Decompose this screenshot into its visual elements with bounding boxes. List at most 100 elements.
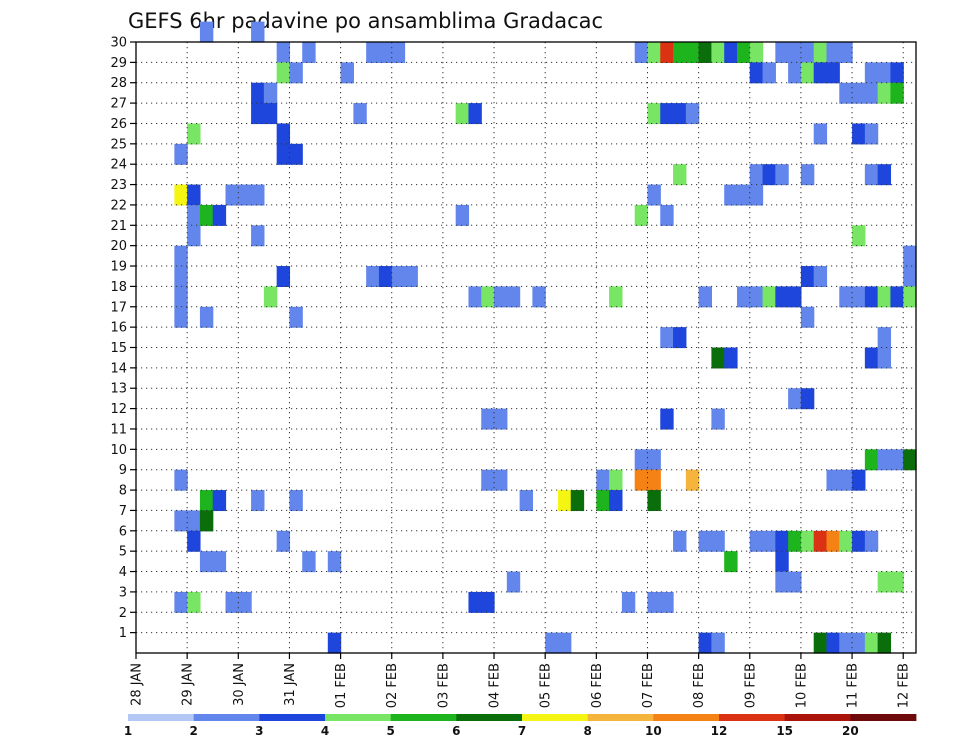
precip-cell [813, 632, 828, 654]
precip-cell [494, 469, 508, 491]
precip-cell [199, 306, 214, 328]
precip-cell [647, 42, 661, 63]
x-tick-label: 08 FEB [692, 663, 707, 708]
y-tick-label: 5 [119, 545, 127, 560]
precip-cell [634, 469, 649, 491]
legend-label: 15 [776, 724, 793, 738]
precip-cell [852, 82, 866, 104]
precip-cell [864, 82, 879, 104]
precip-cell [852, 530, 866, 552]
precip-cell [391, 42, 406, 63]
precip-cell [890, 571, 904, 593]
precip-cell [276, 530, 291, 552]
precip-cell [174, 266, 188, 287]
precip-cell [877, 449, 892, 471]
precip-cell [673, 103, 687, 125]
precip-cell [481, 408, 495, 430]
precip-cell [890, 82, 904, 104]
legend-label: 8 [583, 724, 591, 738]
precip-cell [238, 184, 252, 206]
y-tick-label: 11 [110, 422, 127, 437]
precip-cell [800, 42, 815, 63]
legend-label: 6 [452, 724, 460, 738]
precip-cell [826, 42, 840, 63]
precip-cell [660, 42, 674, 63]
y-tick-label: 22 [110, 198, 127, 213]
precip-cell [174, 286, 188, 308]
precip-cell [711, 42, 725, 63]
legend-swatch [653, 714, 720, 721]
precip-cell [302, 551, 316, 573]
legend-label: 12 [711, 724, 728, 738]
precip-cell [749, 530, 764, 552]
precip-cell [468, 286, 482, 308]
precip-cell [852, 123, 866, 145]
precip-cell [225, 184, 239, 206]
precip-cell [724, 347, 738, 369]
precip-cell [276, 42, 291, 63]
precip-cell [199, 21, 214, 43]
precip-cell [864, 286, 879, 308]
precip-cell [877, 632, 892, 654]
precip-cell [174, 510, 188, 532]
precip-cell [391, 266, 406, 287]
legend-swatch [784, 714, 851, 721]
precip-cell [711, 632, 725, 654]
x-tick-label: 06 FEB [590, 663, 605, 708]
y-tick-label: 17 [110, 300, 127, 315]
precip-cell [800, 306, 815, 328]
precip-cell [864, 632, 879, 654]
precip-cell [634, 449, 649, 471]
y-tick-label: 27 [110, 97, 127, 112]
precip-cell [238, 591, 252, 613]
x-tick-label: 02 FEB [385, 663, 400, 708]
precip-cell [494, 286, 508, 308]
precip-cell [673, 164, 687, 186]
precip-cell [826, 632, 840, 654]
precip-cell [609, 490, 623, 512]
precip-cell [839, 632, 853, 654]
precip-cell [698, 42, 713, 63]
precip-cell [596, 469, 610, 491]
y-tick-label: 2 [119, 606, 127, 621]
precip-cell [890, 286, 904, 308]
precip-cell [839, 82, 853, 104]
y-tick-label: 29 [110, 56, 127, 71]
precip-cell [660, 103, 674, 125]
precip-cell [340, 62, 354, 84]
precip-cell [852, 469, 866, 491]
legend-swatch [719, 714, 786, 721]
legend-label: 1 [124, 724, 132, 738]
precip-cell [800, 388, 815, 410]
precip-cell [877, 164, 892, 186]
y-tick-label: 7 [119, 504, 127, 519]
precip-cell [647, 103, 661, 125]
precip-cell [724, 551, 738, 573]
precip-cell [852, 632, 866, 654]
precip-cell [545, 632, 559, 654]
precip-cell [775, 571, 789, 593]
legend-label: 20 [842, 724, 859, 738]
y-tick-label: 24 [110, 158, 127, 173]
precip-cell [660, 327, 674, 349]
precip-cell [826, 530, 840, 552]
precip-cell [468, 103, 482, 125]
legend-label: 5 [386, 724, 394, 738]
precip-cell [289, 143, 303, 165]
precip-cell [187, 591, 201, 613]
precip-cell [800, 62, 815, 84]
precip-cell [660, 204, 674, 226]
y-tick-label: 15 [110, 341, 127, 356]
y-tick-label: 6 [119, 524, 127, 539]
x-tick-label: 31 JAN [283, 663, 298, 706]
precip-cell [660, 591, 674, 613]
precip-cell [647, 591, 661, 613]
precip-cell [813, 42, 828, 63]
precip-cell [225, 591, 239, 613]
precip-cell [251, 184, 265, 206]
precip-cell [877, 571, 892, 593]
precip-cell [251, 103, 265, 125]
precip-cell [903, 266, 917, 287]
precip-cell [788, 62, 802, 84]
